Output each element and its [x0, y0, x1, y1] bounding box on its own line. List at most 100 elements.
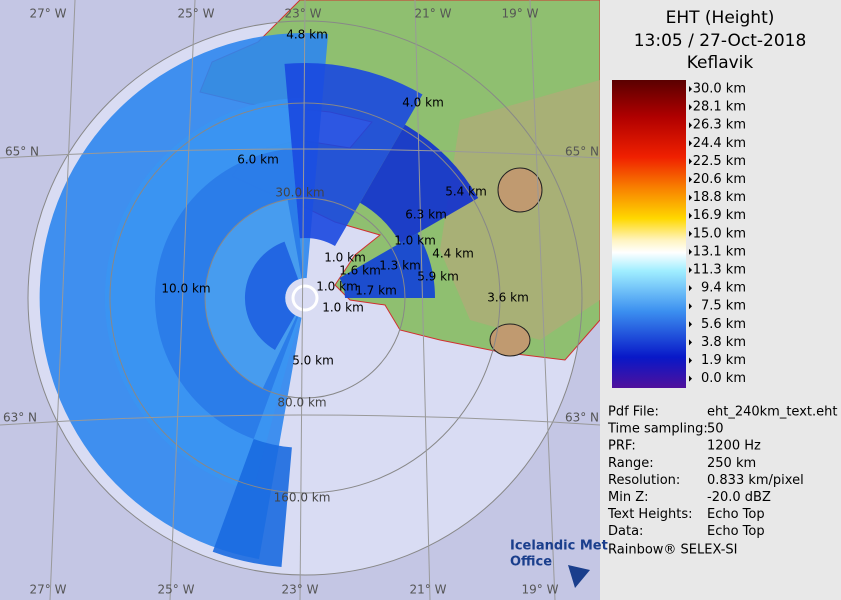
height-label: 4.0 km — [402, 96, 444, 110]
height-label: 10.0 km — [161, 282, 210, 296]
range-ring — [109, 102, 501, 494]
colorbar — [612, 80, 686, 388]
graticule-label: 27° W — [30, 583, 67, 597]
title: EHT (Height) — [666, 8, 775, 28]
legend-label: 3.8 km — [701, 335, 746, 350]
info-value: eht_240km_text.eht — [707, 405, 837, 420]
legend-tick — [689, 158, 692, 165]
legend-tick — [689, 285, 692, 292]
legend-label: 11.3 km — [693, 263, 746, 278]
graticule-label: 65° N — [565, 145, 599, 159]
height-label: 5.0 km — [292, 354, 334, 368]
graticule-lines — [0, 0, 601, 600]
info-key: Pdf File: — [608, 405, 659, 420]
legend-label: 5.6 km — [701, 317, 746, 332]
legend-label: 16.9 km — [693, 208, 746, 223]
echoes — [39, 32, 479, 567]
legend-label: 20.6 km — [693, 172, 746, 187]
info-key: Time sampling: — [607, 422, 708, 437]
logo-mark — [568, 565, 590, 588]
time: 13:05 / 27-Oct-2018 — [634, 31, 807, 51]
legend-label: 30.0 km — [693, 82, 746, 97]
info-value: 1200 Hz — [707, 439, 761, 454]
info-value: 0.833 km/pixel — [707, 473, 804, 488]
graticule-label: 23° W — [285, 7, 322, 21]
graticule-label: 21° W — [410, 583, 447, 597]
software: Rainbow® SELEX-SI — [608, 543, 738, 558]
legend-label: 18.8 km — [693, 190, 746, 205]
graticule-label: 21° W — [415, 7, 452, 21]
height-label: 4.4 km — [432, 247, 474, 261]
radar-site — [291, 284, 319, 312]
legend-tick — [689, 194, 692, 201]
parallel — [0, 414, 601, 426]
meridian — [529, 0, 556, 600]
info-value: 50 — [707, 422, 724, 437]
graticule-label: 25° W — [158, 583, 195, 597]
echo — [339, 233, 435, 298]
legend-label: 28.1 km — [693, 100, 746, 115]
height-label: 6.0 km — [237, 153, 279, 167]
height-label: 6.3 km — [405, 208, 447, 222]
ring-label: 80.0 km — [277, 396, 326, 410]
graticule-label: 19° W — [522, 583, 559, 597]
legend-label: 0.0 km — [701, 371, 746, 386]
info-key: Range: — [608, 456, 654, 471]
height-label: 1.7 km — [355, 284, 397, 298]
graticule-label: 65° N — [5, 145, 39, 159]
echo — [212, 439, 292, 567]
height-label: 1.6 km — [339, 264, 381, 278]
meridian — [299, 0, 306, 600]
echo — [244, 241, 299, 350]
info-key: PRF: — [608, 439, 636, 454]
meridian — [169, 0, 196, 600]
echo — [284, 63, 423, 246]
graticule-label: 23° W — [282, 583, 319, 597]
graticule-label: 25° W — [178, 7, 215, 21]
info-key: Min Z: — [608, 490, 649, 505]
height-label: 5.9 km — [417, 270, 459, 284]
legend-tick — [689, 357, 692, 364]
legend-label: 26.3 km — [693, 118, 746, 133]
glacier — [497, 167, 543, 213]
legend-label: 1.9 km — [701, 353, 746, 368]
info-value: Echo Top — [707, 507, 765, 522]
graticule-label: 63° N — [3, 411, 37, 425]
logo-line: Icelandic Met — [510, 539, 608, 554]
legend-tick — [689, 321, 692, 328]
legend-label: 7.5 km — [701, 299, 746, 314]
legend-tick — [689, 86, 692, 92]
legend-tick — [689, 339, 692, 346]
legend-tick — [689, 212, 692, 219]
legend-label: 13.1 km — [693, 244, 746, 259]
meridian — [414, 0, 431, 600]
legend-tick — [689, 267, 692, 273]
legend-tick — [689, 303, 692, 310]
height-label: 3.6 km — [487, 291, 529, 305]
legend-tick — [689, 375, 692, 382]
legend-label: 22.5 km — [693, 154, 746, 169]
graticule-label: 63° N — [565, 411, 599, 425]
legend-tick — [689, 248, 692, 255]
legend: 30.0 km 28.1 km 26.3 km 24.4 km 22.5 km 20.6 … — [689, 82, 746, 386]
legend-label: 24.4 km — [693, 136, 746, 151]
legend-tick — [689, 176, 692, 183]
info-value: -20.0 dBZ — [707, 490, 771, 505]
info-key: Resolution: — [608, 473, 680, 488]
legend-label: 9.4 km — [701, 281, 746, 296]
graticule-label: 27° W — [30, 7, 67, 21]
station: Keflavik — [687, 53, 754, 73]
height-label: 1.0 km — [322, 301, 364, 315]
ring-label: 30.0 km — [275, 186, 324, 200]
range-ring — [204, 197, 406, 399]
logo-line: Office — [510, 555, 552, 570]
height-label: 1.0 km — [394, 234, 436, 248]
height-label: 1.0 km — [324, 251, 366, 265]
height-label: 1.0 km — [316, 280, 358, 294]
height-label: 4.8 km — [286, 28, 328, 42]
info-table: Pdf File: eht_240km_text.eht Time sampling… — [607, 405, 837, 540]
legend-tick — [689, 104, 692, 111]
info-value: 250 km — [707, 456, 756, 471]
